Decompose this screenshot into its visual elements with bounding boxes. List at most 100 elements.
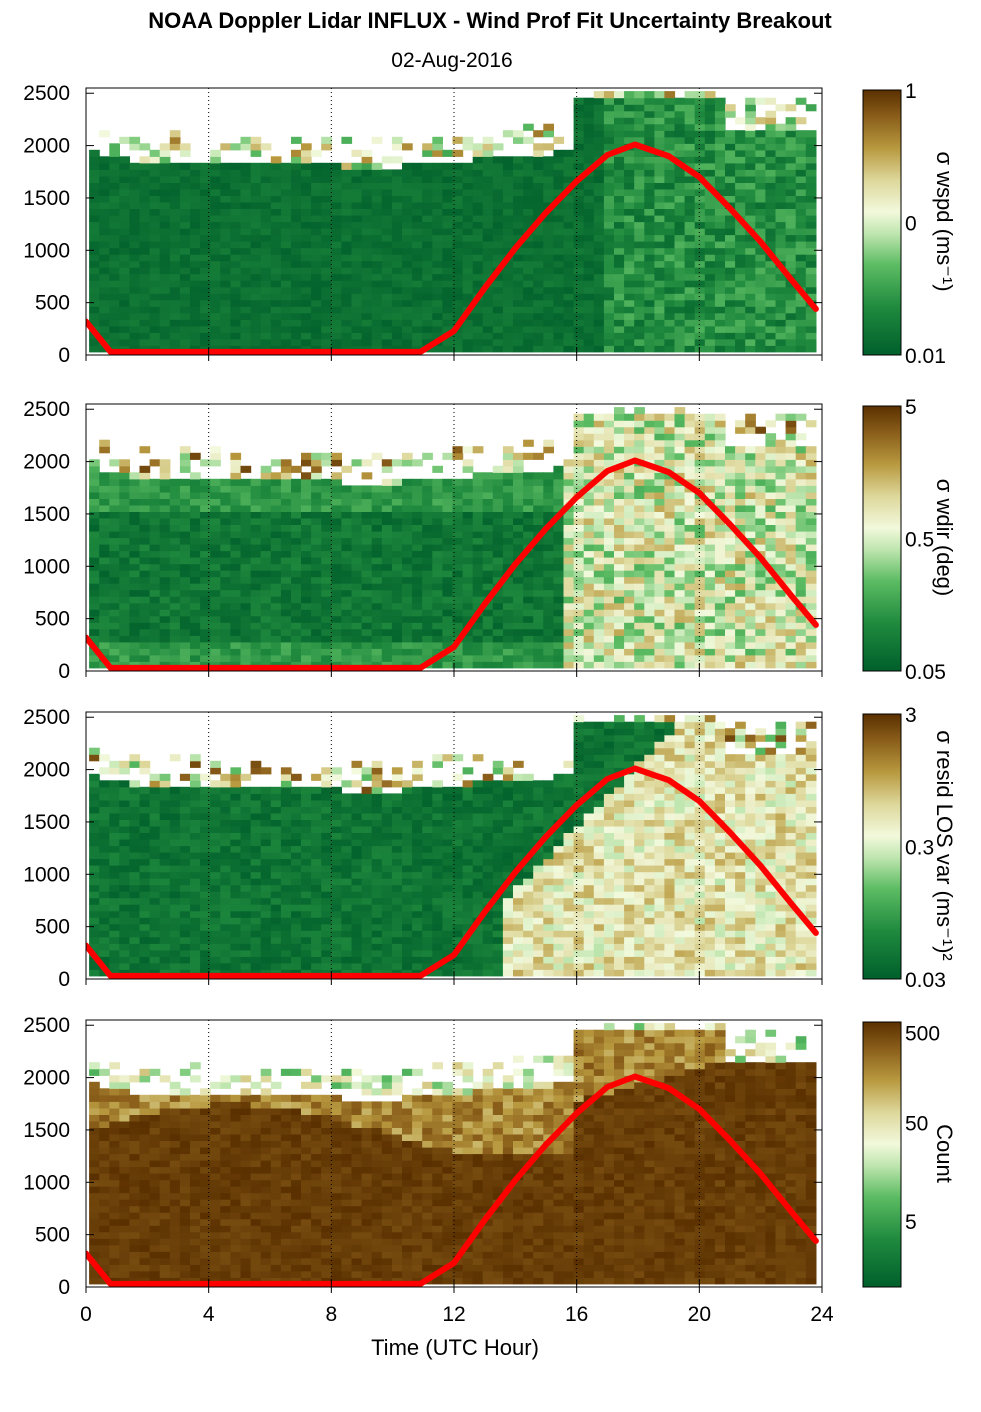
heatmap-cell <box>311 641 322 649</box>
heatmap-cell <box>200 661 211 669</box>
heatmap-cell <box>482 570 494 578</box>
heatmap-cell <box>270 188 282 196</box>
heatmap-cell <box>553 609 565 617</box>
heatmap-cell <box>321 221 332 229</box>
heatmap-cell <box>664 478 676 486</box>
heatmap-cell <box>634 156 645 164</box>
heatmap-cell <box>523 537 534 545</box>
heatmap-cell <box>260 234 272 242</box>
heatmap-cell <box>513 511 524 519</box>
heatmap-cell <box>654 433 666 441</box>
heatmap-cell <box>169 306 181 314</box>
heatmap-cell <box>755 325 766 333</box>
heatmap-cell <box>795 338 807 346</box>
heatmap-cell <box>129 550 141 558</box>
heatmap-cell <box>240 576 252 584</box>
heatmap-cell <box>482 485 494 493</box>
heatmap-cell <box>270 498 282 506</box>
heatmap-cell <box>230 491 242 499</box>
heatmap-cell <box>321 169 332 177</box>
heatmap-cell <box>331 504 342 512</box>
heatmap-cell <box>694 188 706 196</box>
heatmap-cell <box>714 498 726 506</box>
heatmap-cell <box>785 175 797 183</box>
heatmap-cell <box>533 182 544 190</box>
heatmap-cell <box>250 537 262 545</box>
heatmap-cell <box>341 635 353 643</box>
heatmap-cell <box>139 338 151 346</box>
heatmap-cell <box>391 208 403 216</box>
heatmap-cell <box>573 143 585 151</box>
heatmap-cell <box>230 648 242 656</box>
heatmap-cell <box>674 117 686 125</box>
heatmap-cell <box>735 175 746 183</box>
heatmap-cell <box>664 182 676 190</box>
heatmap-cell <box>523 550 534 558</box>
heatmap-cell <box>139 641 151 649</box>
heatmap-cell <box>533 583 544 591</box>
heatmap-cell <box>624 208 635 216</box>
heatmap-cell <box>704 452 716 460</box>
heatmap-cell <box>472 654 484 662</box>
heatmap-cell <box>492 345 504 353</box>
heatmap-cell <box>664 241 676 249</box>
heatmap-cell <box>634 628 645 636</box>
heatmap-cell <box>502 312 514 320</box>
heatmap-cell <box>89 254 100 262</box>
heatmap-cell <box>462 195 474 203</box>
heatmap-cell <box>482 628 494 636</box>
heatmap-cell <box>533 635 544 643</box>
heatmap-cell <box>472 319 484 327</box>
heatmap-cell <box>725 563 736 571</box>
heatmap-cell <box>240 247 252 255</box>
heatmap-cell <box>805 293 817 301</box>
heatmap-cell <box>725 459 736 467</box>
heatmap-cell <box>270 195 282 203</box>
heatmap-cell <box>674 563 686 571</box>
heatmap-cell <box>452 306 464 314</box>
heatmap-cell <box>321 524 332 532</box>
heatmap-cell <box>694 273 706 281</box>
heatmap-cell <box>795 524 807 532</box>
heatmap-cell <box>452 609 464 617</box>
heatmap-cell <box>704 426 716 434</box>
heatmap-cell <box>452 491 464 499</box>
heatmap-cell <box>311 511 322 519</box>
heatmap-cell <box>99 188 110 196</box>
heatmap-cell <box>775 531 787 539</box>
heatmap-cell <box>704 286 716 294</box>
heatmap-cell <box>765 524 777 532</box>
heatmap-cell <box>422 175 433 183</box>
heatmap-cell <box>361 635 373 643</box>
heatmap-cell <box>422 221 433 229</box>
heatmap-cell <box>735 188 746 196</box>
heatmap-cell <box>785 267 797 275</box>
heatmap-cell <box>391 550 403 558</box>
heatmap-cell <box>795 169 807 177</box>
heatmap-cell <box>573 215 585 223</box>
heatmap-cell <box>280 254 292 262</box>
heatmap-cell <box>402 267 413 275</box>
heatmap-cell <box>573 583 585 591</box>
heatmap-cell <box>553 622 565 630</box>
heatmap-cell <box>765 319 777 327</box>
heatmap-cell <box>502 511 514 519</box>
heatmap-cell <box>573 286 585 294</box>
heatmap-cell <box>674 504 686 512</box>
heatmap-cell <box>593 589 605 597</box>
heatmap-cell <box>735 648 746 656</box>
heatmap-cell <box>644 110 655 118</box>
heatmap-cell <box>381 175 393 183</box>
heatmap-cell <box>593 293 605 301</box>
heatmap-cell <box>280 641 292 649</box>
heatmap-cell <box>230 465 242 473</box>
heatmap-cell <box>714 306 726 314</box>
heatmap-cell <box>674 97 686 105</box>
heatmap-cell <box>341 169 353 177</box>
heatmap-cell <box>624 602 635 610</box>
heatmap-cell <box>704 550 716 558</box>
heatmap-cell <box>422 622 433 630</box>
heatmap-cell <box>492 504 504 512</box>
heatmap-cell <box>169 478 181 486</box>
heatmap-cell <box>250 609 262 617</box>
